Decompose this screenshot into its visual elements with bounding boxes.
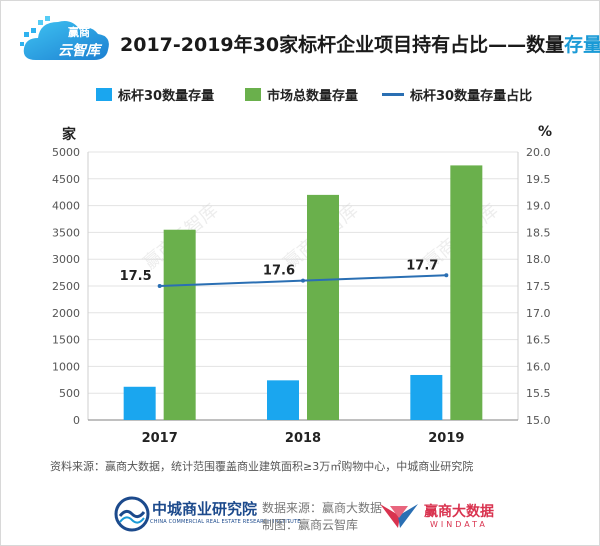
source-note: 资料来源：赢商大数据，统计范围覆盖商业建筑面积≥3万㎡购物中心，中城商业研究院 [50, 460, 474, 473]
legend-label-line: 标杆30数量存量占比 [410, 89, 533, 104]
y2-tick-label: 16.5 [526, 334, 551, 347]
y2-tick-label: 20.0 [526, 146, 551, 159]
legend: 标杆30数量存量 市场总数量存量 标杆30数量存量占比 [0, 82, 600, 104]
y-tick-label: 500 [59, 387, 80, 400]
bar-2-2017 [163, 229, 196, 420]
y-tick-label: 4000 [52, 200, 80, 213]
line-point [157, 284, 162, 288]
y-tick-label: 1000 [52, 360, 80, 373]
y2-tick-label: 17.0 [526, 307, 551, 320]
windata-name: 赢商大数据 [424, 504, 494, 520]
line-data-label: 17.5 [120, 269, 152, 284]
right-axis-unit: % [538, 124, 553, 140]
legend-swatch-bar1 [96, 88, 112, 101]
y2-tick-label: 15.5 [526, 387, 551, 400]
y-tick-label: 2000 [52, 307, 80, 320]
line-data-label: 17.7 [406, 258, 438, 273]
y2-tick-label: 16.0 [526, 360, 551, 373]
windata-name-en: WINDATA [430, 520, 488, 529]
chart-svg: 0 500 1000 1500 2000 2500 3000 3500 4000 4500 5000… [52, 146, 551, 446]
bar-1-2017 [123, 386, 156, 420]
y-tick-label: 1500 [52, 334, 80, 347]
y-tick-label: 3000 [52, 253, 80, 266]
y2-tick-label: 18.5 [526, 226, 551, 239]
line-point [301, 278, 305, 283]
footer-made-by: 制图：赢商云智库 [262, 518, 359, 532]
y2-tick-label: 18.0 [526, 253, 551, 266]
cloud-logo-icon [20, 16, 109, 60]
y2-tick-label: 15.0 [526, 414, 551, 427]
bar-1-2019 [410, 374, 443, 420]
footer-meta: 数据来源：赢商大数据 制图：赢商云智库 [262, 500, 382, 534]
chart-title: 2017-2019年30家标杆企业项目持有占比——数量存量 [120, 30, 600, 57]
legend-label-bar1: 标杆30数量存量 [118, 89, 215, 104]
y2-tick-label: 19.0 [526, 200, 551, 213]
institute-logo-icon [114, 496, 150, 532]
x-tick-label: 2017 [142, 431, 178, 446]
brand-logo: 赢商 云智库 [18, 10, 114, 72]
left-axis-unit: 家 [62, 127, 76, 143]
windata-logo-icon [380, 504, 418, 528]
logo-text-bottom: 云智库 [58, 43, 100, 59]
bar-2-2018 [307, 194, 339, 420]
logo-text-top: 赢商 [68, 26, 90, 39]
line-data-label: 17.6 [263, 264, 295, 279]
legend-item-line: 标杆30数量存量占比 [382, 85, 532, 104]
title-main: 2017-2019年30家标杆企业项目持有占比——数量 [120, 34, 565, 56]
legend-label-bar2: 市场总数量存量 [267, 89, 359, 104]
y2-tick-label: 17.5 [526, 280, 551, 293]
bar-1-2018 [267, 380, 299, 420]
y-tick-label: 0 [73, 414, 80, 427]
y-tick-label: 3500 [52, 226, 80, 239]
y2-tick-label: 19.5 [526, 173, 551, 186]
legend-item-bar1: 标杆30数量存量 [96, 85, 214, 104]
institute-name: 中城商业研究院 [152, 500, 258, 518]
legend-swatch-bar2 [245, 88, 261, 101]
title-highlight: 存量 [564, 34, 600, 56]
institute-name-en: CHINA COMMERCIAL REAL ESTATE RESEARCH IN… [150, 519, 301, 525]
legend-item-bar2: 市场总数量存量 [245, 85, 358, 104]
bar-2-2019 [450, 165, 483, 420]
x-tick-label: 2018 [285, 431, 321, 446]
footer-data-source: 数据来源：赢商大数据 [262, 501, 383, 515]
y-tick-label: 4500 [52, 173, 80, 186]
y-tick-label: 2500 [52, 280, 80, 293]
x-tick-label: 2019 [428, 431, 464, 446]
line-point [444, 273, 449, 278]
legend-swatch-line [382, 93, 404, 96]
y-tick-label: 5000 [52, 146, 80, 159]
